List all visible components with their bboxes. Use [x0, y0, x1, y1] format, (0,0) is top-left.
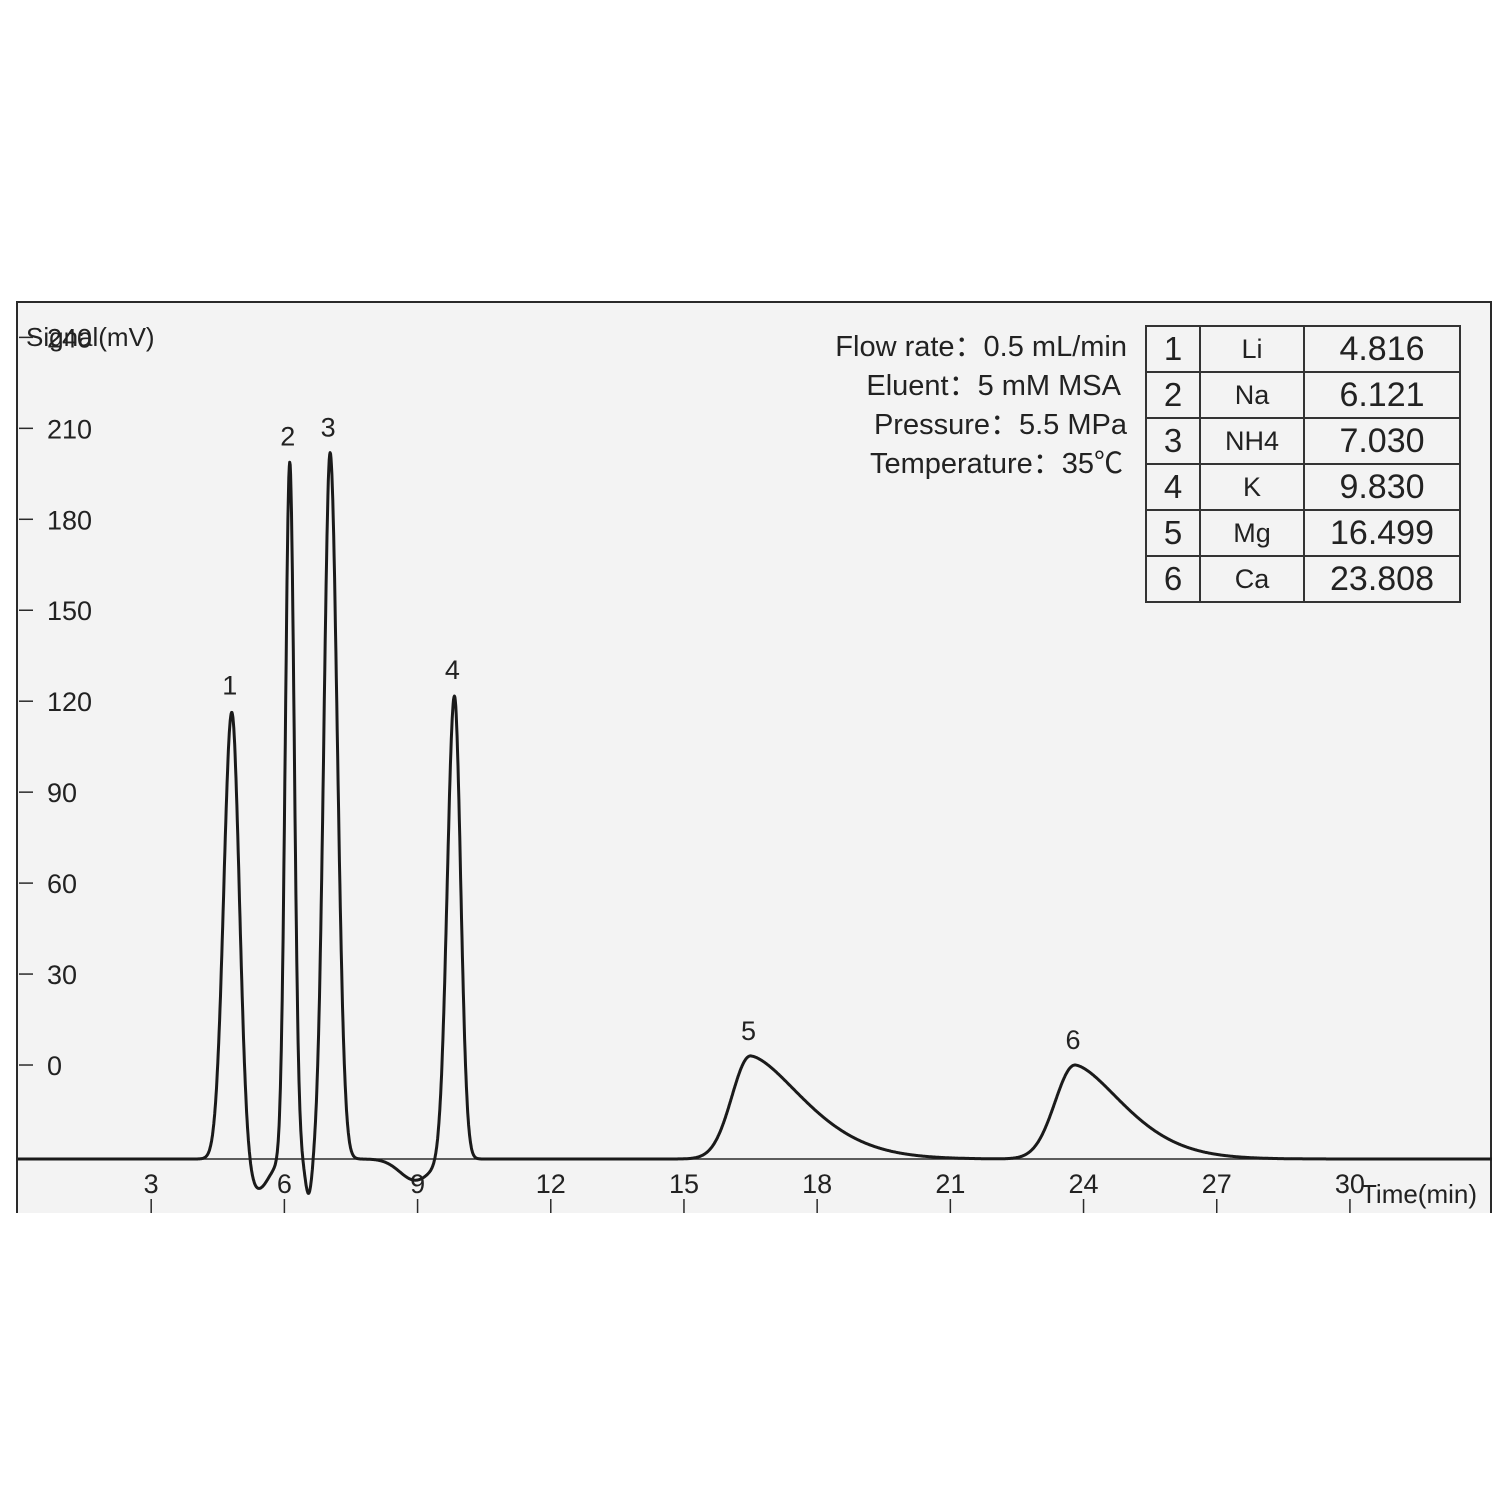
y-tick-label: 0 [47, 1051, 62, 1081]
y-tick-label: 150 [47, 596, 92, 626]
x-tick-label: 24 [1069, 1169, 1099, 1199]
y-tick-label: 180 [47, 505, 92, 535]
y-tick-label: 90 [47, 778, 77, 808]
retention-time-cell: 9.830 [1303, 463, 1461, 511]
retention-time-cell: 16.499 [1303, 509, 1461, 557]
table-row: 2 Na 6.121 [1145, 371, 1461, 419]
ion-name-cell: Mg [1199, 509, 1305, 557]
x-tick-label: 27 [1202, 1169, 1232, 1199]
peak-table: 1 Li 4.816 2 Na 6.121 3 NH4 7.030 4 K 9.830 5 Mg 16.49… [1145, 325, 1461, 603]
peak-label: 3 [321, 413, 336, 443]
y-tick-label: 240 [47, 323, 92, 353]
y-axis-ticks: 0 30 60 90 120 150 180 210 240 [19, 323, 92, 1081]
x-tick-label: 15 [669, 1169, 699, 1199]
peak-label: 5 [741, 1016, 756, 1046]
y-tick-label: 30 [47, 960, 77, 990]
table-row: 3 NH4 7.030 [1145, 417, 1461, 465]
peak-labels: 12 345 6 [222, 413, 1080, 1055]
table-row: 5 Mg 16.499 [1145, 509, 1461, 557]
peak-number-cell: 3 [1145, 417, 1201, 465]
retention-time-cell: 4.816 [1303, 325, 1461, 373]
table-row: 4 K 9.830 [1145, 463, 1461, 511]
peak-number-cell: 2 [1145, 371, 1201, 419]
retention-time-cell: 7.030 [1303, 417, 1461, 465]
x-axis-ticks: 3 6 9 12 15 18 21 24 27 30 [144, 1169, 1365, 1213]
x-tick-label: 30 [1335, 1169, 1365, 1199]
x-tick-label: 18 [802, 1169, 832, 1199]
ion-name-cell: Li [1199, 325, 1305, 373]
peak-number-cell: 1 [1145, 325, 1201, 373]
peak-label: 2 [280, 422, 295, 452]
x-axis-label: Time(min) [1361, 1179, 1477, 1209]
peak-label: 6 [1066, 1025, 1081, 1055]
y-tick-label: 60 [47, 869, 77, 899]
table-row: 6 Ca 23.808 [1145, 555, 1461, 603]
peak-number-cell: 6 [1145, 555, 1201, 603]
x-tick-label: 9 [410, 1169, 425, 1199]
x-tick-label: 3 [144, 1169, 159, 1199]
table-row: 1 Li 4.816 [1145, 325, 1461, 373]
temperature-text: Temperature：35℃ [869, 448, 1123, 480]
y-tick-label: 120 [47, 687, 92, 717]
x-tick-label: 12 [536, 1169, 566, 1199]
eluent-text: Eluent：5 mM MSA [866, 370, 1121, 402]
peak-number-cell: 4 [1145, 463, 1201, 511]
peak-label: 4 [445, 655, 460, 685]
pressure-text: Pressure：5.5 MPa [873, 409, 1127, 441]
x-tick-label: 21 [935, 1169, 965, 1199]
y-axis-label: Signal(mV) [26, 322, 155, 352]
flow-rate-text: Flow rate：0.5 mL/min [835, 331, 1127, 363]
ion-name-cell: Na [1199, 371, 1305, 419]
y-tick-label: 210 [47, 414, 92, 444]
x-tick-label: 6 [277, 1169, 292, 1199]
chromatogram-trace [16, 451, 1493, 1195]
peak-number-cell: 5 [1145, 509, 1201, 557]
peak-label: 1 [222, 670, 237, 700]
retention-time-cell: 6.121 [1303, 371, 1461, 419]
ion-name-cell: Ca [1199, 555, 1305, 603]
retention-time-cell: 23.808 [1303, 555, 1461, 603]
ion-name-cell: K [1199, 463, 1305, 511]
ion-name-cell: NH4 [1199, 417, 1305, 465]
